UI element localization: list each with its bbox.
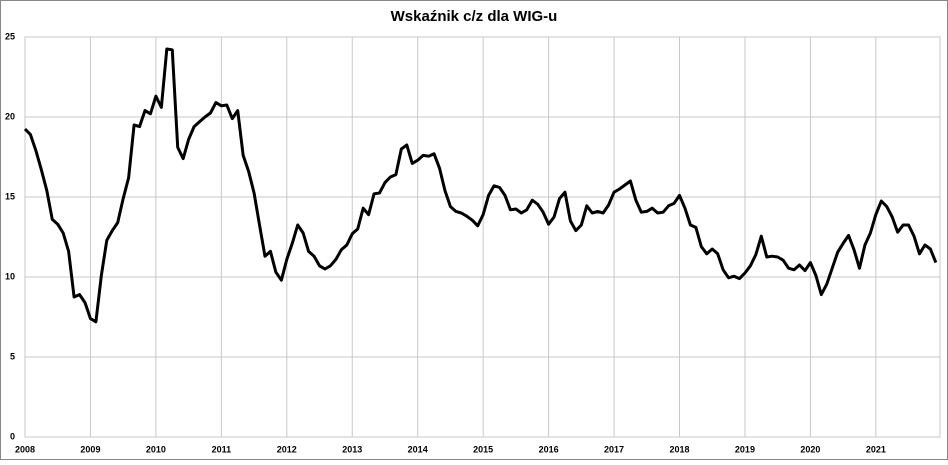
x-tick-label: 2016 [539, 444, 559, 454]
line [23, 47, 938, 324]
x-tick-label: 2015 [473, 444, 493, 454]
x-tick-label: 2019 [735, 444, 755, 454]
y-tick-label: 25 [5, 31, 15, 41]
y-tick-label: 5 [10, 351, 15, 361]
x-tick-label: 2020 [800, 444, 820, 454]
x-tick-label: 2021 [866, 444, 886, 454]
x-tick-label: 2017 [604, 444, 624, 454]
y-tick-label: 15 [5, 191, 15, 201]
x-tick-label: 2009 [80, 444, 100, 454]
x-tick-label: 2014 [408, 444, 428, 454]
x-tick-label: 2013 [342, 444, 362, 454]
y-tick-label: 20 [5, 111, 15, 121]
x-tick-label: 2011 [212, 444, 232, 454]
x-tick-label: 2018 [669, 444, 689, 454]
y-tick-label: 0 [10, 431, 15, 441]
y-tick-label: 10 [5, 271, 15, 281]
x-tick-label: 2012 [277, 444, 297, 454]
x-tick-label: 2008 [15, 444, 35, 454]
chart-title: Wskaźnik c/z dla WIG-u [391, 8, 558, 25]
x-tick-label: 2010 [146, 444, 166, 454]
